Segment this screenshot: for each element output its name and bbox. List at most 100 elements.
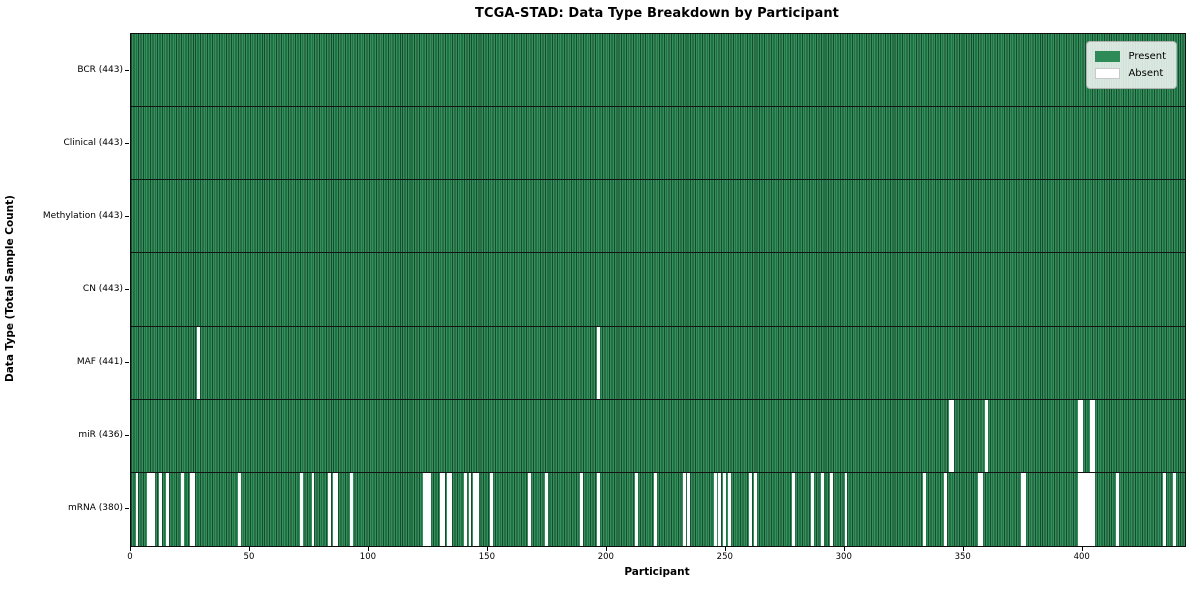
x-tick-mark xyxy=(130,547,131,551)
plot-area: Present Absent xyxy=(130,33,1186,547)
absent-mark xyxy=(580,472,584,546)
absent-mark xyxy=(977,472,981,546)
heatmap-rows xyxy=(131,34,1185,546)
y-tick-label: miR (436) xyxy=(78,430,123,441)
y-tick-label: MAF (441) xyxy=(76,357,123,368)
legend-entry-absent: Absent xyxy=(1095,65,1166,82)
absent-mark xyxy=(190,472,194,546)
heatmap-row-methylation xyxy=(131,180,1185,254)
absent-mark xyxy=(635,472,639,546)
absent-mark xyxy=(1087,472,1091,546)
x-tick-label: 400 xyxy=(1073,552,1090,562)
x-tick-label: 50 xyxy=(243,552,255,562)
absent-mark xyxy=(713,472,717,546)
absent-mark xyxy=(328,472,332,546)
x-tick-mark xyxy=(843,547,845,551)
heatmap-row-mrna xyxy=(131,472,1185,546)
absent-mark xyxy=(490,472,493,546)
absent-mark xyxy=(682,472,686,546)
absent-mark xyxy=(844,472,848,546)
absent-mark xyxy=(166,472,170,546)
legend: Present Absent xyxy=(1086,41,1177,89)
y-tick-mark xyxy=(125,69,129,71)
absent-mark xyxy=(1115,472,1119,546)
absent-mark xyxy=(463,472,467,546)
absent-mark xyxy=(749,472,753,546)
absent-mark xyxy=(597,472,600,546)
absent-mark xyxy=(473,472,477,546)
absent-mark xyxy=(687,472,691,546)
x-axis-title: Participant xyxy=(624,566,690,578)
absent-mark xyxy=(1091,399,1095,472)
x-tick-mark xyxy=(1081,547,1083,551)
absent-mark xyxy=(830,472,834,546)
absent-mark xyxy=(335,472,339,546)
legend-absent-label: Absent xyxy=(1128,68,1164,79)
absent-mark xyxy=(192,472,196,546)
x-tick-mark xyxy=(367,547,369,551)
absent-mark xyxy=(727,472,731,546)
absent-mark xyxy=(468,472,472,546)
absent-mark xyxy=(980,472,983,546)
absent-mark xyxy=(1020,472,1024,546)
absent-mark xyxy=(944,472,948,546)
x-tick-label: 250 xyxy=(716,552,733,562)
absent-mark xyxy=(197,326,201,399)
x-tick-mark xyxy=(248,547,250,551)
absent-mark xyxy=(754,472,757,546)
absent-mark xyxy=(149,472,153,546)
absent-mark xyxy=(723,472,727,546)
heatmap-row-bcr xyxy=(131,34,1185,108)
absent-mark xyxy=(152,472,156,546)
x-tick-label: 300 xyxy=(835,552,852,562)
absent-mark xyxy=(428,472,432,546)
absent-mark xyxy=(718,472,722,546)
absent-mark xyxy=(951,399,955,472)
absent-mark xyxy=(597,326,600,399)
x-tick-label: 150 xyxy=(478,552,495,562)
absent-mark xyxy=(949,399,953,472)
absent-mark xyxy=(332,472,336,546)
absent-mark xyxy=(820,472,824,546)
absent-mark xyxy=(447,472,451,546)
x-tick-mark xyxy=(605,547,607,551)
heatmap-row-clinical xyxy=(131,107,1185,181)
y-tick-label: Clinical (443) xyxy=(63,137,123,148)
y-tick-mark xyxy=(125,362,129,364)
x-tick-mark xyxy=(962,547,964,551)
y-tick-label: BCR (443) xyxy=(77,64,123,75)
y-tick-label: Methylation (443) xyxy=(42,210,123,221)
absent-mark xyxy=(984,399,988,472)
x-tick-mark xyxy=(724,547,726,551)
absent-mark xyxy=(1080,399,1083,472)
chart-title: TCGA-STAD: Data Type Breakdown by Partic… xyxy=(475,6,839,21)
legend-entry-present: Present xyxy=(1095,48,1166,65)
absent-mark xyxy=(449,472,453,546)
absent-mark xyxy=(349,472,353,546)
y-tick-mark xyxy=(125,142,129,144)
absent-mark xyxy=(311,472,315,546)
x-tick-label: 100 xyxy=(359,552,377,562)
absent-mark xyxy=(425,472,429,546)
absent-mark xyxy=(147,472,151,546)
absent-mark xyxy=(423,472,427,546)
absent-mark xyxy=(1089,472,1093,546)
absent-mark xyxy=(1077,472,1081,546)
heatmap-row-mir xyxy=(131,399,1185,473)
y-tick-mark xyxy=(125,508,129,510)
absent-mark xyxy=(237,472,241,546)
absent-mark xyxy=(1163,472,1167,546)
absent-mark xyxy=(792,472,796,546)
legend-present-swatch xyxy=(1095,51,1121,62)
y-tick-mark xyxy=(125,289,129,290)
absent-mark xyxy=(1172,472,1176,546)
absent-mark xyxy=(135,472,139,546)
absent-mark xyxy=(1080,472,1083,546)
y-tick-mark xyxy=(125,215,129,217)
absent-mark xyxy=(442,472,446,546)
heatmap-row-cn xyxy=(131,253,1185,327)
absent-mark xyxy=(299,472,303,546)
y-tick-label: CN (443) xyxy=(82,284,123,294)
absent-mark xyxy=(440,472,443,546)
y-tick-mark xyxy=(125,435,129,437)
